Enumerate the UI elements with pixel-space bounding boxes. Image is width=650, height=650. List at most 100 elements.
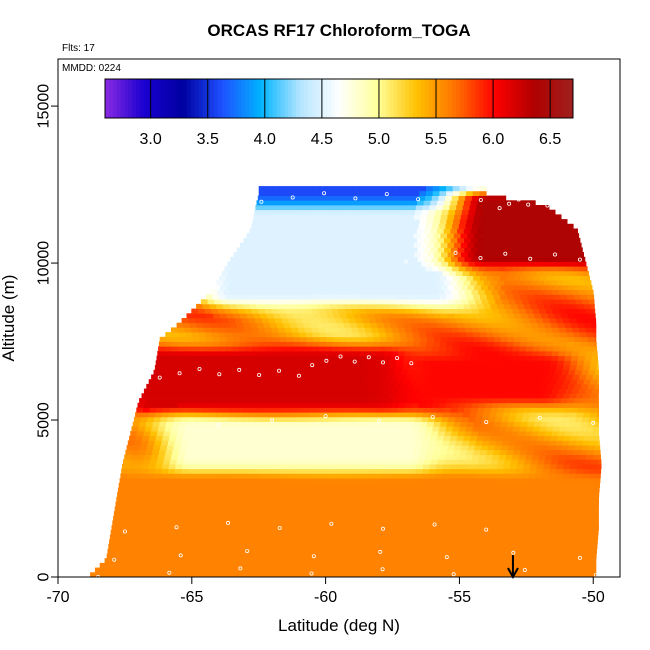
heatmap-cell [280, 473, 288, 479]
heatmap-cell [564, 355, 572, 361]
heatmap-cell [430, 303, 438, 309]
heatmap-cell [512, 374, 520, 380]
heatmap-cell [348, 416, 356, 422]
heatmap-cell [353, 478, 361, 484]
heatmap-cell [157, 388, 165, 394]
heatmap-cell [405, 327, 413, 333]
heatmap-cell [362, 440, 370, 446]
heatmap-cell [109, 539, 117, 545]
heatmap-cell [372, 426, 380, 432]
heatmap-cell [378, 374, 386, 380]
heatmap-cell [384, 355, 392, 361]
heatmap-cell [486, 426, 494, 432]
heatmap-cell [451, 492, 459, 498]
heatmap-cell [470, 360, 478, 366]
heatmap-cell [540, 233, 548, 239]
heatmap-cell [323, 407, 331, 413]
heatmap-cell [474, 553, 482, 559]
heatmap-cell [347, 252, 355, 258]
heatmap-cell [360, 369, 368, 375]
heatmap-cell [554, 252, 562, 258]
heatmap-cell [413, 233, 421, 239]
heatmap-cell [476, 360, 484, 366]
heatmap-cell [253, 336, 261, 342]
heatmap-cell [119, 562, 127, 568]
heatmap-cell [248, 440, 256, 446]
heatmap-cell [199, 478, 207, 484]
heatmap-cell [303, 355, 311, 361]
heatmap-cell [373, 478, 381, 484]
heatmap-cell [412, 525, 420, 531]
heatmap-cell [276, 355, 284, 361]
heatmap-cell [150, 402, 158, 408]
heatmap-cell [191, 487, 199, 493]
heatmap-cell [503, 379, 511, 385]
heatmap-cell [283, 280, 291, 286]
heatmap-cell [481, 252, 489, 258]
heatmap-cell [492, 454, 500, 460]
heatmap-cell [293, 445, 301, 451]
heatmap-cell [505, 351, 513, 357]
heatmap-cell [220, 473, 228, 479]
heatmap-cell [351, 308, 359, 314]
heatmap-cell [564, 407, 572, 413]
heatmap-cell [525, 223, 533, 229]
heatmap-cell [378, 223, 386, 229]
heatmap-cell [561, 313, 569, 319]
heatmap-cell [155, 464, 163, 470]
heatmap-cell [505, 374, 513, 380]
heatmap-cell [444, 572, 452, 578]
heatmap-cell [545, 388, 553, 394]
heatmap-cell [326, 341, 334, 347]
heatmap-cell [198, 487, 206, 493]
heatmap-cell [546, 346, 554, 352]
heatmap-cell [282, 360, 290, 366]
heatmap-cell [581, 369, 589, 375]
heatmap-cell [164, 374, 172, 380]
heatmap-cell [475, 299, 483, 305]
heatmap-cell [561, 383, 569, 389]
heatmap-cell [249, 237, 257, 243]
heatmap-cell [454, 562, 462, 568]
heatmap-cell [470, 247, 478, 253]
heatmap-cell [334, 369, 342, 375]
heatmap-cell [301, 468, 309, 474]
heatmap-cell [563, 501, 571, 507]
heatmap-cell [286, 421, 294, 427]
heatmap-cell [489, 318, 497, 324]
heatmap-cell [488, 416, 496, 422]
heatmap-cell [249, 435, 257, 441]
heatmap-cell [193, 369, 201, 375]
heatmap-cell [246, 242, 254, 248]
heatmap-cell [307, 261, 315, 267]
heatmap-cell [351, 289, 359, 295]
heatmap-cell [373, 242, 381, 248]
heatmap-cell [176, 407, 184, 413]
heatmap-cell [243, 534, 251, 540]
heatmap-cell [387, 515, 395, 521]
heatmap-cell [525, 454, 533, 460]
heatmap-cell [592, 327, 597, 333]
heatmap-cell [214, 440, 222, 446]
heatmap-cell [501, 445, 509, 451]
heatmap-cell [554, 233, 562, 239]
heatmap-cell [565, 454, 573, 460]
heatmap-cell [267, 369, 275, 375]
heatmap-cell [330, 459, 338, 465]
heatmap-cell [207, 548, 215, 554]
heatmap-cell [489, 506, 497, 512]
heatmap-cell [334, 511, 342, 517]
heatmap-cell [445, 402, 453, 408]
heatmap-cell [382, 270, 390, 276]
heatmap-cell [579, 308, 587, 314]
heatmap-cell [198, 558, 206, 564]
heatmap-cell [252, 449, 260, 455]
heatmap-cell [552, 266, 560, 272]
heatmap-cell [390, 435, 398, 441]
heatmap-cell [481, 445, 489, 451]
heatmap-cell [467, 445, 475, 451]
heatmap-cell [311, 327, 319, 333]
heatmap-cell [293, 520, 301, 526]
heatmap-cell [264, 308, 272, 314]
heatmap-cell [267, 553, 275, 559]
